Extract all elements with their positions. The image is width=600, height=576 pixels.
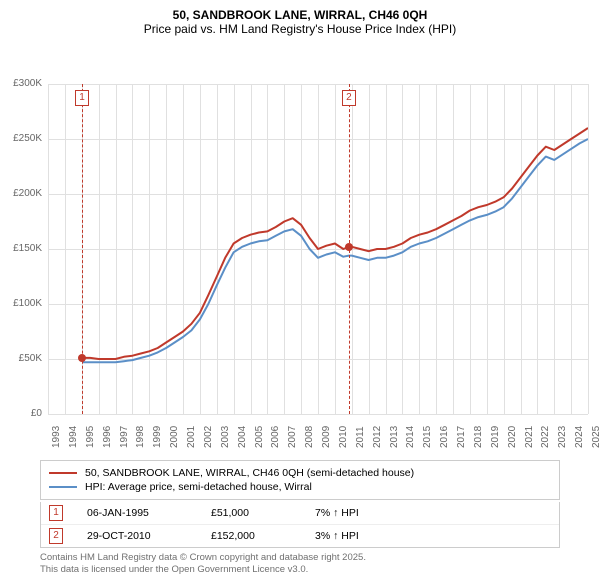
x-axis-label: 1994: [68, 426, 79, 448]
x-axis-label: 2020: [507, 426, 518, 448]
x-axis-label: 2001: [186, 426, 197, 448]
x-axis-label: 2004: [237, 426, 248, 448]
series-line: [82, 128, 588, 359]
legend-label: HPI: Average price, semi-detached house,…: [85, 481, 312, 493]
gridline-v: [588, 84, 589, 414]
footer-attribution: Contains HM Land Registry data © Crown c…: [40, 552, 560, 576]
legend-swatch: [49, 472, 77, 474]
x-axis-label: 2024: [574, 426, 585, 448]
sales-row-date: 06-JAN-1995: [87, 507, 187, 519]
x-axis-label: 2008: [304, 426, 315, 448]
x-axis-label: 2023: [557, 426, 568, 448]
x-axis-label: 2015: [422, 426, 433, 448]
sale-dot: [345, 243, 353, 251]
footer-line-1: Contains HM Land Registry data © Crown c…: [40, 552, 560, 564]
x-axis-label: 2003: [220, 426, 231, 448]
legend: 50, SANDBROOK LANE, WIRRAL, CH46 0QH (se…: [40, 460, 560, 500]
x-axis-label: 2002: [203, 426, 214, 448]
sale-marker-box: 2: [342, 90, 356, 106]
sale-marker-box: 1: [75, 90, 89, 106]
chart-title-sub: Price paid vs. HM Land Registry's House …: [0, 22, 600, 36]
x-axis-label: 1999: [152, 426, 163, 448]
x-axis-label: 2021: [524, 426, 535, 448]
x-axis-label: 2010: [338, 426, 349, 448]
x-axis-label: 2006: [270, 426, 281, 448]
sale-dot: [78, 354, 86, 362]
sales-row-pct: 7% ↑ HPI: [315, 507, 359, 519]
x-axis-label: 1998: [135, 426, 146, 448]
chart-area: £0£50K£100K£150K£200K£250K£300K199319941…: [0, 40, 600, 456]
x-axis-label: 2012: [372, 426, 383, 448]
sales-row: 2 29-OCT-2010 £152,000 3% ↑ HPI: [41, 524, 559, 547]
gridline-h: [48, 414, 588, 415]
sales-row-price: £51,000: [211, 507, 291, 519]
footer-line-2: This data is licensed under the Open Gov…: [40, 564, 560, 576]
sales-row: 1 06-JAN-1995 £51,000 7% ↑ HPI: [41, 502, 559, 524]
x-axis-label: 1995: [85, 426, 96, 448]
sale-vline: [82, 84, 83, 414]
chart-title-main: 50, SANDBROOK LANE, WIRRAL, CH46 0QH: [0, 8, 600, 22]
x-axis-label: 2019: [490, 426, 501, 448]
x-axis-label: 2022: [540, 426, 551, 448]
x-axis-label: 2014: [405, 426, 416, 448]
legend-item: HPI: Average price, semi-detached house,…: [49, 481, 551, 493]
x-axis-label: 2016: [439, 426, 450, 448]
legend-item: 50, SANDBROOK LANE, WIRRAL, CH46 0QH (se…: [49, 467, 551, 479]
sales-row-price: £152,000: [211, 530, 291, 542]
x-axis-label: 2009: [321, 426, 332, 448]
x-axis-label: 2000: [169, 426, 180, 448]
series-line: [82, 139, 588, 362]
x-axis-label: 1993: [51, 426, 62, 448]
x-axis-label: 1997: [119, 426, 130, 448]
sales-row-pct: 3% ↑ HPI: [315, 530, 359, 542]
x-axis-label: 2025: [591, 426, 600, 448]
x-axis-label: 2017: [456, 426, 467, 448]
chart-title-block: 50, SANDBROOK LANE, WIRRAL, CH46 0QH Pri…: [0, 0, 600, 40]
x-axis-label: 2011: [355, 426, 366, 448]
legend-label: 50, SANDBROOK LANE, WIRRAL, CH46 0QH (se…: [85, 467, 414, 479]
sales-row-date: 29-OCT-2010: [87, 530, 187, 542]
legend-swatch: [49, 486, 77, 488]
x-axis-label: 2007: [287, 426, 298, 448]
sales-row-id: 2: [49, 528, 63, 544]
x-axis-label: 1996: [102, 426, 113, 448]
sales-table: 1 06-JAN-1995 £51,000 7% ↑ HPI 2 29-OCT-2010 £…: [40, 502, 560, 548]
x-axis-label: 2005: [254, 426, 265, 448]
x-axis-label: 2013: [389, 426, 400, 448]
x-axis-label: 2018: [473, 426, 484, 448]
sales-row-id: 1: [49, 505, 63, 521]
